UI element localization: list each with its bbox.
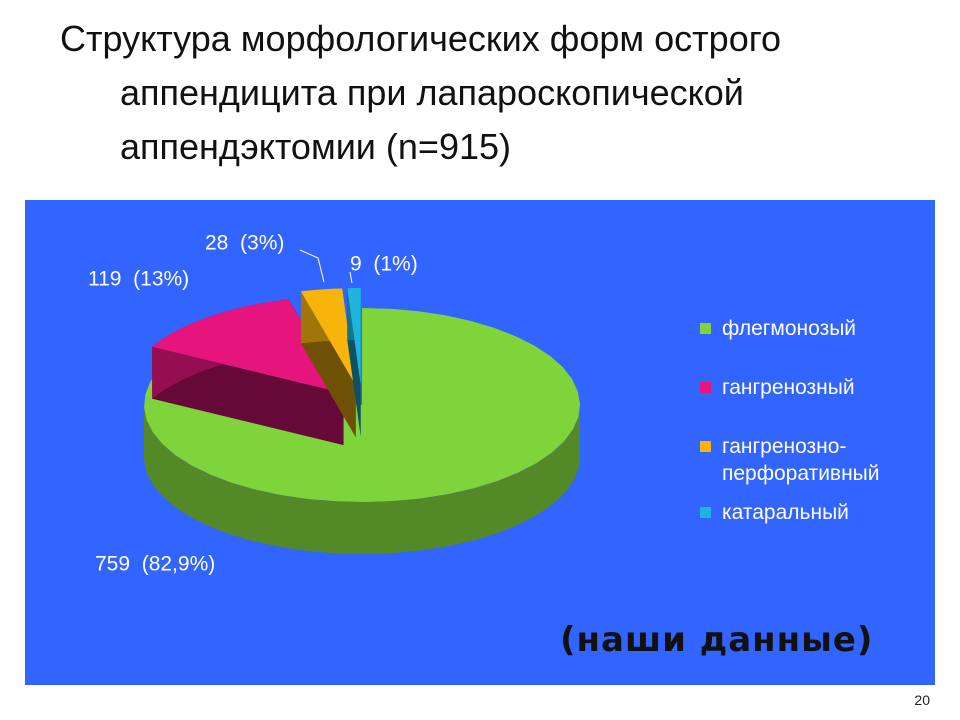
legend-label: гангренозно-перфоративный bbox=[722, 435, 880, 485]
legend-item: гангренозно-перфоративный bbox=[700, 433, 900, 487]
slice-top bbox=[144, 308, 580, 502]
slice-top bbox=[300, 288, 356, 386]
legend-swatch bbox=[700, 507, 711, 518]
legend-label: катаральный bbox=[722, 501, 849, 524]
slice-top bbox=[347, 288, 361, 386]
data-label: 759 (82,9%) bbox=[95, 553, 215, 576]
data-label: 28 (3%) bbox=[205, 232, 284, 255]
pie-slice bbox=[300, 288, 356, 438]
data-label: 9 (1%) bbox=[350, 253, 418, 276]
slice-top bbox=[152, 299, 344, 394]
legend-swatch bbox=[700, 382, 711, 393]
legend-swatch bbox=[700, 441, 711, 452]
annotation: (наши данные) bbox=[560, 620, 874, 660]
slice-side bbox=[144, 405, 580, 554]
legend-label: гангренозный bbox=[722, 376, 855, 399]
legend-item: катаральный bbox=[700, 499, 900, 526]
leader-line bbox=[349, 271, 353, 284]
legend-swatch bbox=[700, 323, 711, 334]
pie-slice bbox=[347, 288, 361, 438]
page-number: 20 bbox=[914, 692, 930, 708]
data-label: 119 (13%) bbox=[88, 268, 189, 291]
leader-line bbox=[299, 249, 325, 283]
chart-title: Структура морфологических форм острого а… bbox=[60, 18, 782, 167]
legend-item: флегмонозый bbox=[700, 315, 900, 342]
legend-item: гангренозный bbox=[700, 374, 900, 401]
legend-label: флегмонозый bbox=[722, 317, 857, 340]
legend: флегмонозый гангренозный гангренозно-перфо… bbox=[700, 315, 900, 558]
